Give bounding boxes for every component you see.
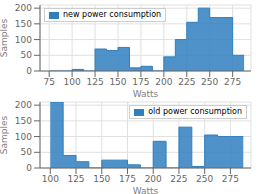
- svg-text:250: 250: [196, 174, 213, 184]
- svg-text:125: 125: [67, 174, 84, 184]
- svg-text:75: 75: [43, 77, 54, 87]
- svg-text:Samples: Samples: [8, 115, 9, 154]
- svg-text:175: 175: [119, 174, 136, 184]
- svg-text:250: 250: [201, 77, 218, 87]
- svg-text:150: 150: [109, 77, 126, 87]
- svg-text:200: 200: [15, 3, 32, 13]
- svg-text:225: 225: [178, 77, 195, 87]
- svg-text:100: 100: [42, 174, 59, 184]
- svg-text:150: 150: [93, 174, 110, 184]
- svg-text:100: 100: [15, 132, 32, 142]
- svg-text:Watts: Watts: [133, 89, 159, 97]
- svg-text:275: 275: [222, 174, 239, 184]
- svg-text:125: 125: [86, 77, 103, 87]
- svg-text:0: 0: [26, 66, 32, 76]
- svg-text:0: 0: [26, 163, 32, 173]
- svg-text:Samples: Samples: [8, 18, 9, 57]
- svg-text:150: 150: [15, 19, 32, 29]
- svg-text:100: 100: [64, 77, 81, 87]
- svg-text:175: 175: [132, 77, 149, 87]
- html-text:new power consumption: new power consumption: [63, 10, 162, 19]
- svg-text:200: 200: [155, 77, 172, 87]
- svg-text:225: 225: [170, 174, 187, 184]
- svg-text:275: 275: [224, 77, 241, 87]
- svg-text:50: 50: [21, 147, 33, 157]
- svg-text:100: 100: [15, 35, 32, 45]
- svg-text:200: 200: [15, 100, 32, 110]
- svg-text:150: 150: [15, 116, 32, 126]
- html-text:old power consumption: old power consumption: [148, 107, 242, 116]
- svg-text:50: 50: [21, 50, 33, 60]
- svg-text:200: 200: [145, 174, 162, 184]
- svg-text:Watts: Watts: [133, 186, 159, 194]
